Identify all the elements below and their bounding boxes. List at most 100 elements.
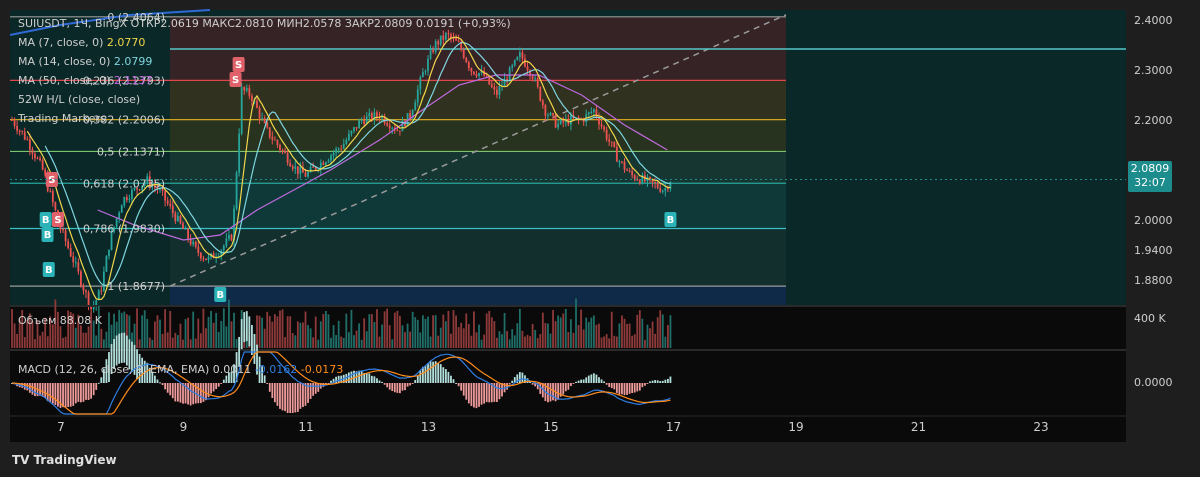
macd-hist-bar [493, 383, 496, 402]
macd-hist-bar [600, 379, 603, 383]
macd-hist-bar [271, 383, 274, 399]
macd-hist-bar [312, 383, 315, 396]
x-tick-label: 13 [421, 420, 436, 434]
volume-bar [547, 323, 549, 348]
candle-body [199, 252, 202, 259]
y-tick-label: 2.0000 [1134, 214, 1173, 227]
volume-value: 88.08 K [59, 314, 102, 327]
macd-hist-bar [148, 367, 151, 383]
volume-bar [312, 337, 315, 348]
macd-hist-bar [564, 383, 567, 392]
macd-hist-bar [189, 383, 192, 406]
volume-bar [138, 339, 141, 348]
volume-bar [28, 313, 31, 348]
volume-bar [539, 334, 542, 348]
volume-bar [649, 328, 651, 348]
candle-body [34, 153, 36, 159]
candle-body [100, 290, 103, 292]
candle-body [506, 78, 509, 81]
candle-body [228, 234, 230, 239]
volume-bar [644, 339, 646, 348]
candle-body [143, 182, 146, 186]
candle-body [598, 117, 600, 125]
candle-body [90, 306, 93, 310]
candle-body [123, 197, 126, 206]
candle-body [557, 123, 560, 128]
macd-hist-bar [521, 372, 524, 383]
macd-hist-bar [363, 372, 366, 383]
macd-hist-bar [39, 383, 41, 396]
volume-bar [233, 312, 235, 348]
macd-hist-bar [513, 377, 516, 383]
macd-hist-bar [268, 383, 271, 392]
candle-body [386, 123, 389, 126]
macd-hist-bar [664, 379, 667, 383]
candle-body [460, 41, 463, 50]
macd-hist-bar [378, 380, 381, 383]
candle-body [330, 155, 332, 161]
candle-body [651, 178, 654, 183]
tradingview-brand[interactable]: TV TradingView [12, 453, 117, 467]
candle-body [577, 117, 580, 120]
candle-body [261, 118, 264, 120]
candle-body [467, 62, 470, 69]
candle-body [39, 158, 41, 161]
volume-bar [623, 318, 626, 348]
volume-bar [228, 299, 230, 348]
macd-hist-bar [618, 383, 621, 395]
volume-bar [516, 323, 519, 348]
candle-body [439, 35, 442, 45]
volume-bar [669, 315, 672, 348]
macd-hist-bar [478, 383, 480, 407]
macd-hist-bar [416, 375, 419, 383]
macd-hist-bar [49, 383, 52, 402]
macd-hist-bar [661, 380, 664, 383]
volume-bar [615, 336, 618, 348]
volume-bar [286, 316, 289, 348]
candle-body [110, 231, 113, 250]
volume-bar [317, 339, 320, 348]
candle-body [166, 200, 169, 204]
candle-body [161, 188, 164, 191]
candle-body [401, 120, 404, 132]
volume-bar [115, 321, 118, 348]
volume-bar [294, 335, 297, 348]
macd-hist-bar [174, 383, 177, 402]
macd-hist-bar [314, 383, 317, 394]
marker-label: B [42, 215, 50, 226]
macd-hist-bar [238, 336, 241, 367]
macd-hist-bar [228, 372, 230, 383]
macd-hist-bar [240, 319, 243, 350]
volume-bar [600, 337, 603, 348]
volume-bar [358, 323, 360, 348]
candle-body [82, 285, 85, 291]
candles [11, 29, 672, 316]
candle-body [11, 120, 13, 121]
candle-body [54, 202, 57, 211]
macd-hist-bar [105, 359, 108, 383]
volume-bar [335, 335, 338, 348]
volume-bar [350, 309, 353, 348]
macd-hist-bar [256, 344, 258, 375]
candle-body [225, 238, 228, 246]
candle-body [164, 190, 167, 201]
macd-hist-bar [518, 372, 521, 383]
volume-bar [44, 317, 47, 348]
volume-bar [457, 327, 460, 348]
candle-body [480, 70, 483, 74]
volume-bar [638, 310, 641, 348]
volume-bar [16, 334, 19, 348]
candle-body [95, 300, 98, 306]
macd-hist-bar [133, 344, 136, 375]
candle-body [245, 88, 248, 91]
marker-label: B [216, 290, 224, 301]
macd-hist-bar [608, 383, 611, 388]
macd-hist-bar [386, 383, 389, 388]
macd-hist-bar [95, 383, 98, 390]
macd-hist-bar [452, 379, 455, 383]
volume-bar [664, 336, 667, 348]
volume-bar [501, 334, 503, 348]
macd-hist-bar [110, 344, 113, 375]
tradingview-logo-icon: TV [12, 453, 30, 467]
